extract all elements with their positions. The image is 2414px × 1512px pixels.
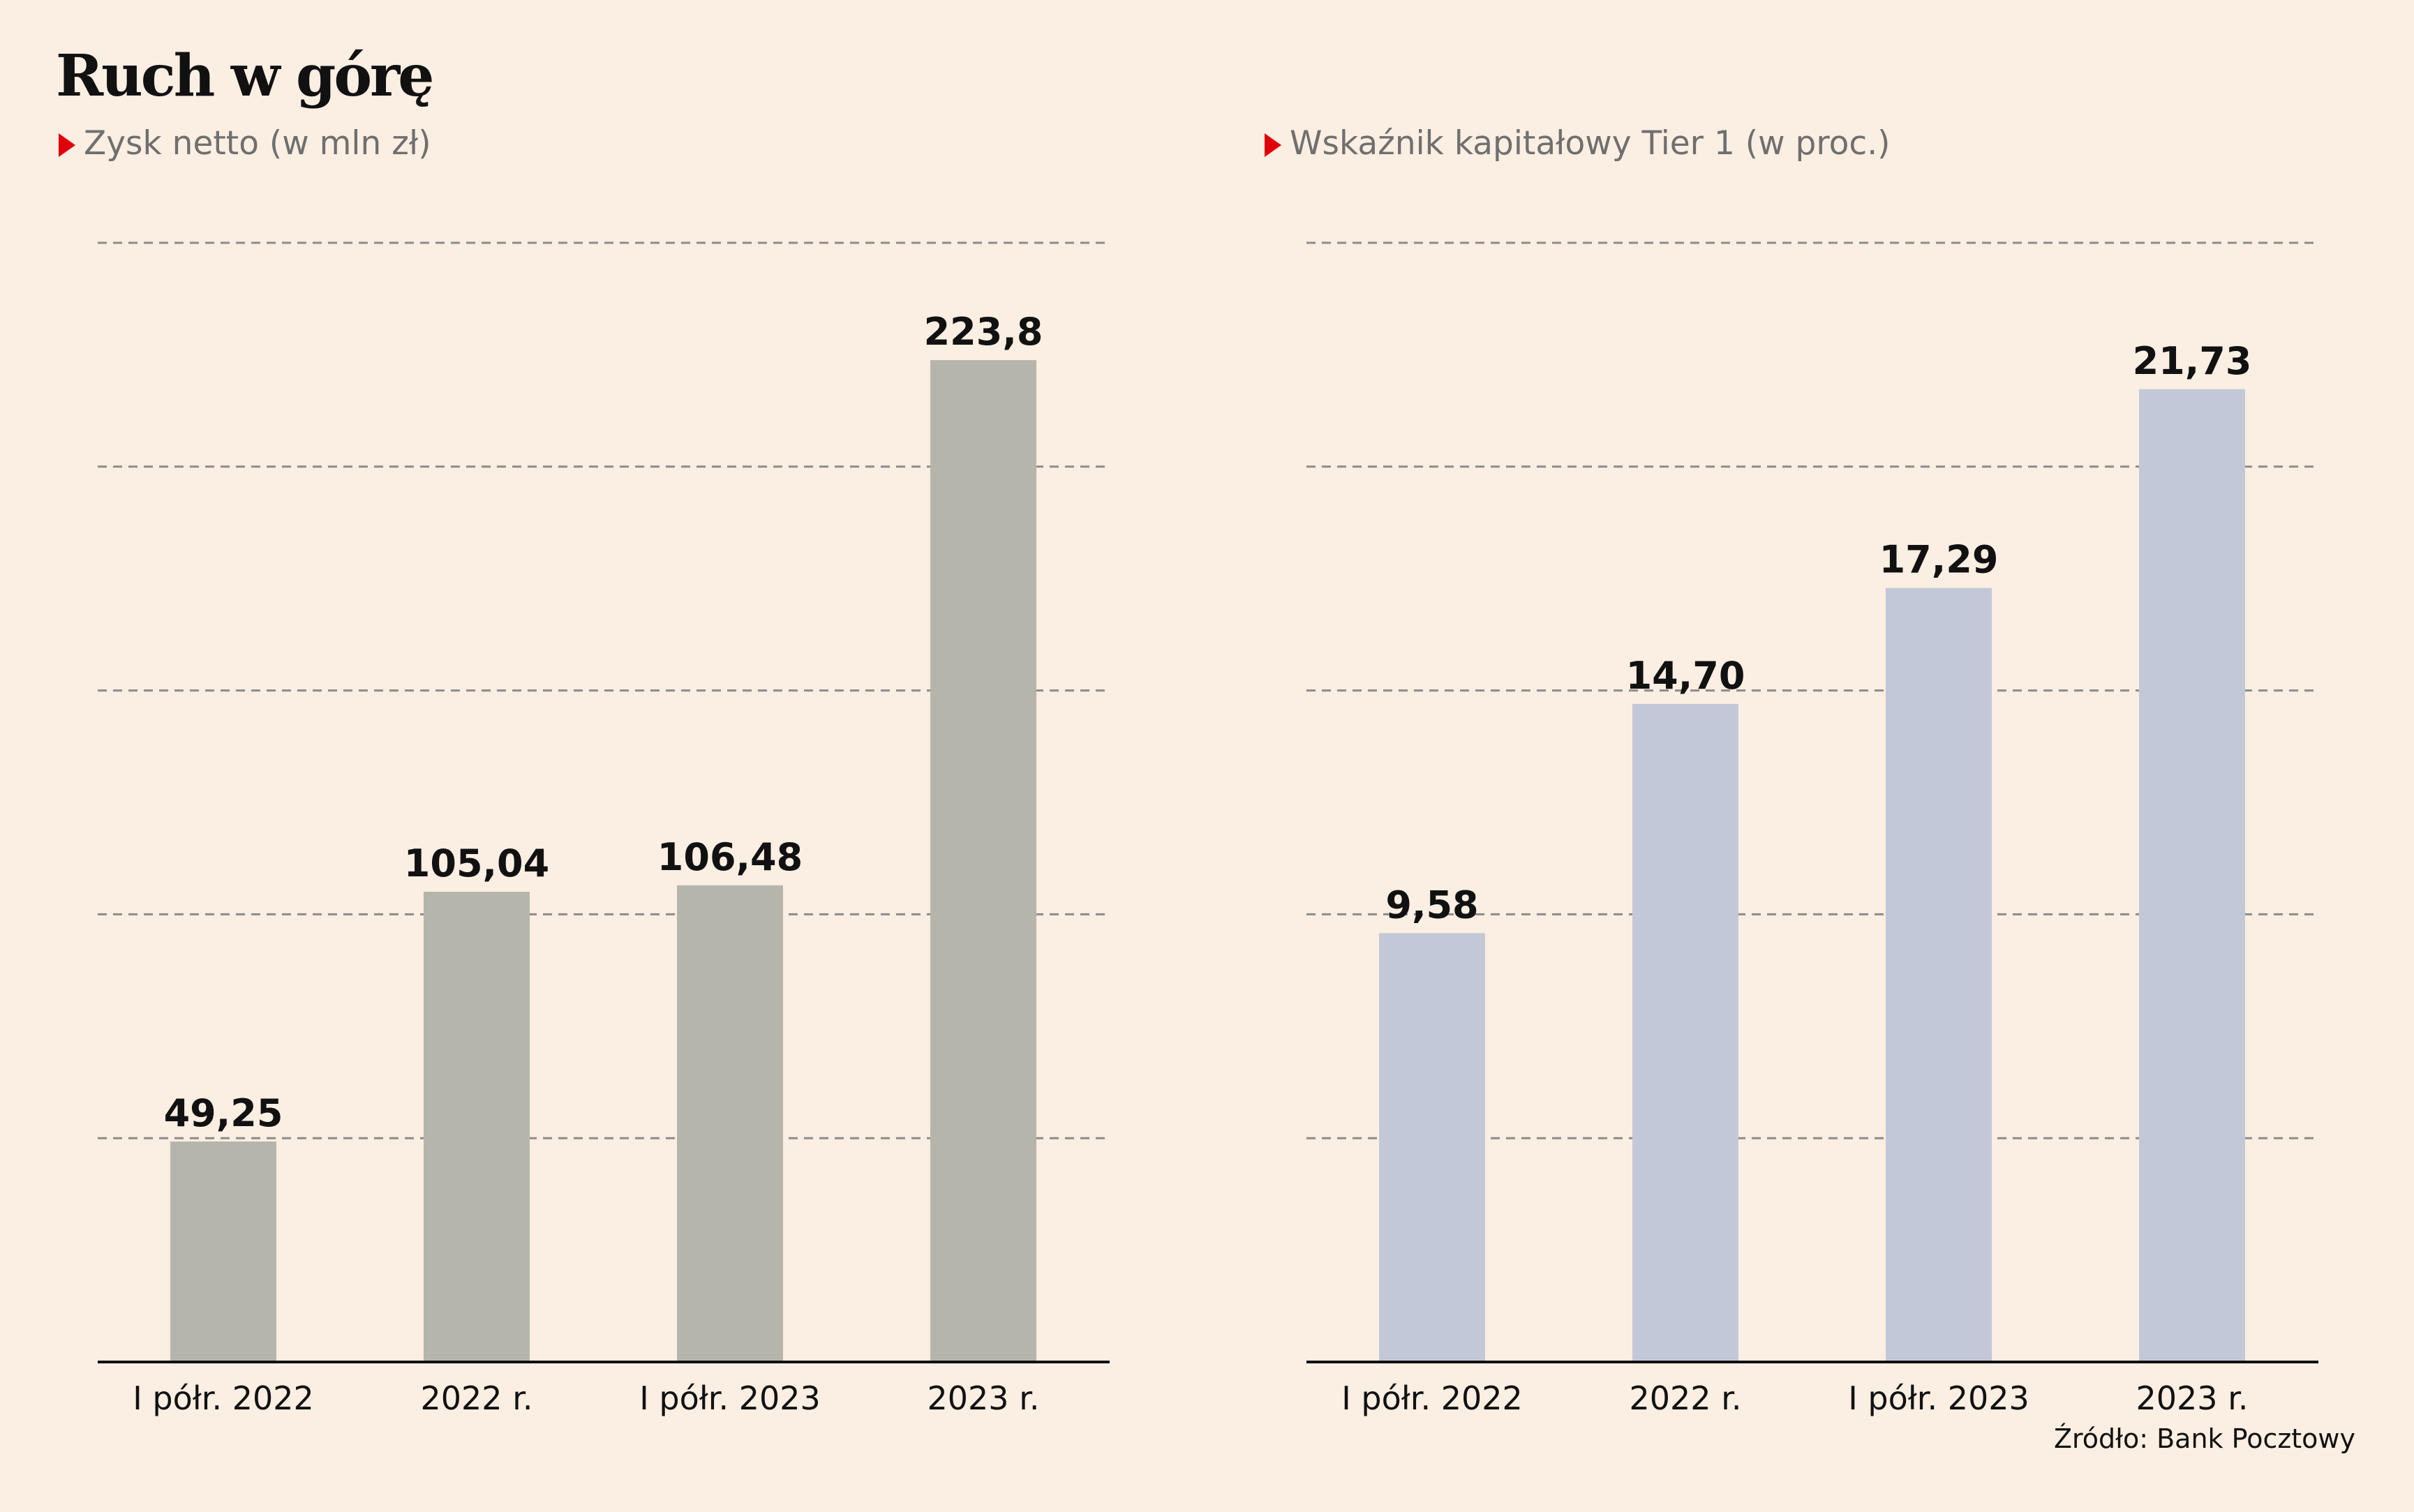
left-tick-label-4: 2023 r. [927, 1379, 1040, 1417]
left-value-label-4: 223,8 [924, 310, 1043, 354]
left-tick-label-1: I półr. 2022 [133, 1379, 314, 1417]
right-chart-subtitle: Wskaźnik kapitałowy Tier 1 (w proc.) [1265, 123, 1891, 165]
left-bar-1 [170, 1142, 276, 1362]
right-tick-label-1: I półr. 2022 [1341, 1379, 1523, 1417]
right-chart-subtitle-text: Wskaźnik kapitałowy Tier 1 (w proc.) [1290, 124, 1891, 163]
left-value-label-2: 105,04 [404, 841, 549, 885]
left-tick-label-2: 2022 r. [421, 1379, 533, 1417]
left-bar-3 [677, 885, 783, 1362]
red-triangle-icon [1265, 133, 1281, 157]
left-bar-2 [424, 892, 530, 1362]
right-value-label-4: 21,73 [2133, 339, 2252, 383]
left-bar-4 [930, 360, 1036, 1363]
right-tick-label-4: 2023 r. [2136, 1379, 2249, 1417]
right-value-label-1: 9,58 [1385, 883, 1478, 927]
red-triangle-icon [59, 133, 75, 157]
right-bar-1 [1379, 933, 1485, 1362]
left-chart-subtitle: Zysk netto (w mln zł) [59, 123, 431, 165]
left-value-label-3: 106,48 [657, 835, 803, 879]
source-note: Źródło: Bank Pocztowy [2053, 1423, 2355, 1454]
right-value-label-2: 14,70 [1626, 654, 1745, 698]
left-value-label-1: 49,25 [164, 1091, 283, 1135]
left-tick-label-3: I półr. 2023 [639, 1379, 821, 1417]
chart-title: Ruch w górę [56, 43, 434, 110]
right-bar-3 [1886, 587, 1992, 1362]
right-tick-label-3: I półr. 2023 [1848, 1379, 2029, 1417]
right-tick-label-2: 2022 r. [1630, 1379, 1742, 1417]
right-bar-2 [1632, 703, 1738, 1362]
right-value-label-3: 17,29 [1879, 538, 1999, 582]
right-bar-4 [2139, 389, 2245, 1362]
left-chart-subtitle-text: Zysk netto (w mln zł) [84, 124, 431, 163]
